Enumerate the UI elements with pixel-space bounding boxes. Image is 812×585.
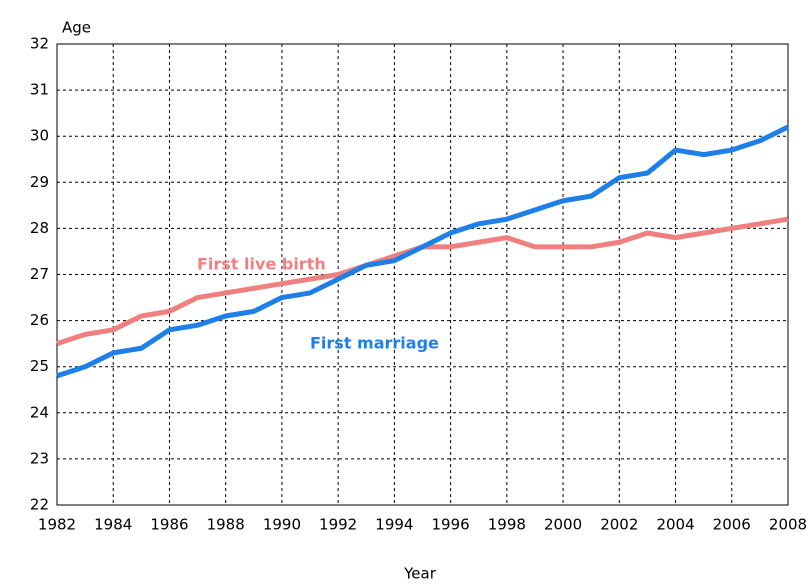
x-tick-label: 1986 (150, 516, 188, 534)
x-tick-label: 1982 (38, 516, 76, 534)
x-tick-label: 1992 (319, 516, 357, 534)
x-tick-label: 1998 (488, 516, 526, 534)
y-tick-label: 27 (30, 265, 49, 283)
y-tick-label: 24 (30, 403, 49, 421)
y-tick-label: 28 (30, 219, 49, 237)
x-axis-label: Year (403, 565, 437, 583)
series-label: First live birth (197, 255, 326, 274)
x-tick-label: 2008 (769, 516, 807, 534)
x-tick-label: 1984 (94, 516, 132, 534)
series-line (56, 124, 790, 379)
y-tick-label: 23 (30, 449, 49, 467)
x-tick-label: 2006 (713, 516, 751, 534)
y-tick-label: 31 (30, 81, 49, 99)
y-tick-label: 29 (30, 173, 49, 191)
series-label: First marriage (310, 334, 439, 353)
y-tick-label: 30 (30, 127, 49, 145)
x-tick-label: 2002 (600, 516, 638, 534)
plot-border (56, 43, 789, 506)
y-axis-label: Age (62, 19, 91, 37)
y-tick-label: 22 (30, 496, 49, 514)
series-line (56, 216, 789, 347)
x-tick-label: 1994 (375, 516, 413, 534)
x-tick-label: 1996 (432, 516, 470, 534)
x-tick-label: 1990 (263, 516, 301, 534)
y-tick-label: 25 (30, 357, 49, 375)
x-tick-label: 2000 (544, 516, 582, 534)
y-tick-label: 32 (30, 35, 49, 53)
x-tick-label: 1988 (207, 516, 245, 534)
y-tick-label: 26 (30, 311, 49, 329)
x-tick-label: 2004 (656, 516, 694, 534)
